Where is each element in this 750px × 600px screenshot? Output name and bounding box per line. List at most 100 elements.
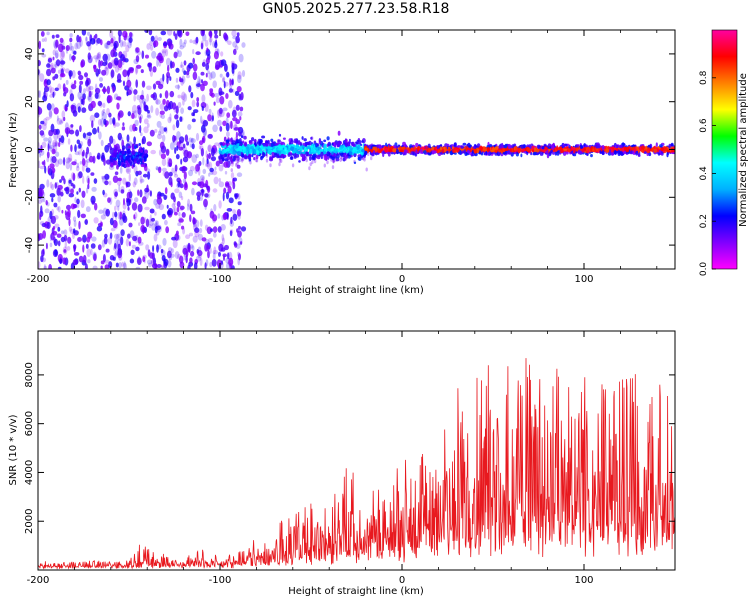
spectrogram-cell	[38, 40, 41, 50]
spectrogram-cell	[146, 43, 151, 50]
spectrogram-cell	[165, 148, 170, 156]
spectrogram-cell	[173, 199, 176, 206]
spectrogram-cell	[663, 146, 668, 152]
spectrogram-cell	[208, 172, 211, 177]
spectrogram-cell	[67, 138, 71, 145]
spectrogram-cell	[38, 261, 41, 269]
spectrogram-cell	[64, 240, 68, 249]
spectrogram-cell	[87, 95, 91, 101]
spectrogram-cell	[57, 240, 61, 247]
spectrogram-cell	[187, 264, 191, 269]
spectrogram-cell	[199, 227, 203, 234]
spectrogram-cell	[116, 102, 120, 110]
spectrogram-cell	[226, 155, 230, 161]
spectrogram-cell	[120, 54, 125, 61]
spectrogram-cell	[121, 41, 127, 47]
spectrogram-cell	[53, 107, 59, 115]
spectrogram-cell	[52, 91, 55, 98]
spectrogram-cell	[122, 177, 127, 185]
spectrogram-cell	[212, 80, 217, 88]
spectrogram-cell	[217, 226, 222, 233]
spectrogram-cell	[86, 132, 93, 136]
spectrogram-cell	[323, 144, 326, 149]
spectrogram-cell	[135, 47, 140, 53]
spectrogram-cell	[51, 34, 55, 39]
spectrogram-cell	[190, 244, 194, 249]
spectrogram-cell	[78, 84, 82, 93]
spectrogram-cell	[308, 166, 311, 171]
spectrogram-cell	[133, 165, 138, 174]
spectrogram-cell	[226, 139, 230, 143]
spectrogram-cell	[310, 148, 314, 153]
spectrogram-cell	[288, 142, 291, 145]
spectrogram-cell	[153, 198, 158, 206]
spectrogram-cell	[38, 160, 41, 169]
spectrogram-cell	[67, 209, 71, 217]
spectrogram-cell	[231, 66, 235, 74]
spectrogram-cell	[237, 159, 240, 164]
spectrogram-cell	[572, 153, 577, 157]
spectrogram-cell	[230, 120, 233, 130]
spectrogram-cell	[212, 214, 218, 222]
spectrogram-cell	[49, 163, 55, 169]
spectrogram-cell	[41, 38, 45, 42]
spectrogram-cell	[219, 73, 223, 78]
spectrogram-cell	[635, 151, 639, 156]
spectrogram-cell	[73, 80, 77, 85]
spectrogram-cell	[310, 136, 313, 140]
spectrogram-cell	[105, 60, 108, 65]
spectrogram-cell	[235, 131, 238, 139]
spectrogram-cell	[155, 165, 159, 171]
spectrogram-cell	[89, 85, 94, 91]
spectrogram-cell	[183, 143, 186, 149]
spectrogram-cell	[122, 80, 126, 87]
spectrogram-cell	[443, 146, 446, 150]
spectrogram-cell	[154, 220, 158, 227]
spectrogram-cell	[225, 93, 229, 99]
spectrogram-cell	[289, 156, 294, 160]
spectrogram-cell	[121, 126, 126, 131]
spectrogram-cell	[57, 195, 61, 203]
spectrogram-cell	[90, 243, 96, 249]
spectrogram-cell	[82, 244, 85, 253]
spectrogram-cell	[206, 226, 212, 235]
spectrogram-cell	[61, 175, 65, 181]
spectrogram-cell	[258, 140, 262, 144]
spectrogram-cell	[137, 236, 142, 244]
spectrogram-cell	[146, 141, 152, 147]
spectrogram-cell	[39, 73, 45, 82]
spectrogram-cell	[179, 116, 183, 122]
spectrogram-cell	[228, 197, 234, 204]
spectrogram-cell	[236, 86, 242, 93]
spectrogram-cell	[237, 201, 242, 206]
spectrogram-cell	[159, 93, 162, 98]
spectrogram-cell	[187, 106, 192, 111]
spectrogram-cell	[202, 135, 206, 144]
spectrogram-cell	[235, 104, 240, 111]
spectrogram-cell	[59, 73, 66, 78]
spectrogram-cell	[38, 212, 42, 217]
spectrogram-cell	[131, 146, 134, 152]
spectrogram-cell	[107, 62, 113, 69]
spectrogram-cell	[163, 194, 167, 200]
spectrogram-cell	[167, 65, 170, 72]
spectrogram-cell	[122, 262, 127, 269]
spectrogram-cell	[199, 181, 205, 189]
spectrogram-cell	[110, 37, 114, 44]
spectrogram-cell	[188, 169, 194, 177]
spectrogram-cell	[231, 265, 235, 269]
spectrogram-cell	[206, 153, 209, 161]
spectrogram-cell	[114, 205, 117, 212]
spectrogram-cell	[176, 30, 182, 37]
spectrogram-cell	[102, 102, 106, 109]
spectrogram-cell	[191, 245, 195, 252]
spectrogram-cell	[191, 137, 194, 143]
spectrogram-cell	[70, 144, 73, 152]
spectrogram-cell	[204, 193, 209, 198]
spectrogram-cell	[498, 144, 503, 149]
spectrogram-cell	[211, 170, 218, 176]
spectrogram-cell	[563, 148, 568, 151]
spectrogram-cell	[70, 124, 74, 128]
spectrogram-cell	[218, 107, 223, 114]
spectrogram-cell	[154, 211, 157, 216]
